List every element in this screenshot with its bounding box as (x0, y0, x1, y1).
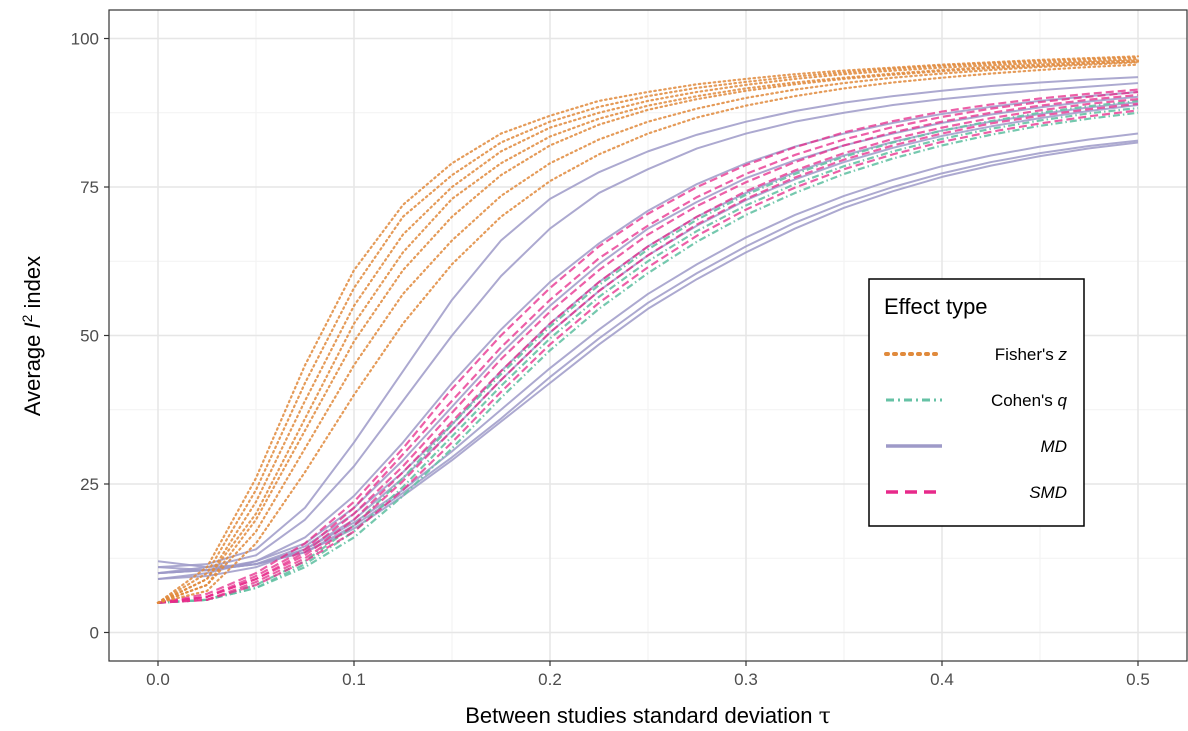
y-axis-title-suffix: index (20, 256, 45, 315)
series-line (157, 90, 1139, 581)
series-line (156, 58, 1140, 604)
y-tick-label: 75 (80, 178, 99, 197)
series-line (157, 106, 1139, 604)
x-axis-title: Between studies standard deviation τ (465, 703, 831, 729)
series-line (156, 61, 1140, 604)
series-line (157, 95, 1139, 575)
y-axis: 0 25 50 75 100 (71, 30, 109, 642)
legend-label-italic: z (1058, 345, 1068, 364)
series-line (157, 109, 1139, 604)
series-line (157, 102, 1139, 604)
series-line (157, 82, 1139, 575)
x-tick-label: 0.0 (146, 670, 170, 689)
legend-label-italic: q (1058, 391, 1068, 410)
series-line (157, 98, 1139, 604)
legend-label-italic: SMD (1029, 483, 1067, 502)
legend-label: SMD (1029, 483, 1067, 502)
y-axis-title: Average I2 index (19, 256, 45, 416)
legend-box (868, 278, 1085, 527)
y-tick-label: 0 (90, 623, 99, 642)
series-lines (156, 55, 1140, 604)
x-tick-label: 0.4 (930, 670, 954, 689)
series-line (157, 132, 1139, 575)
y-axis-title-superscript: 2 (19, 314, 35, 322)
x-tick-label: 0.2 (538, 670, 562, 689)
legend: Effect type Fisher's z Cohen's q MD SMD (868, 278, 1085, 527)
series-line (157, 111, 1139, 604)
legend-label: Cohen's q (991, 391, 1068, 410)
series-line (156, 63, 1140, 604)
legend-label: Fisher's z (995, 345, 1068, 364)
y-axis-title-variable: I (20, 322, 45, 328)
x-tick-label: 0.1 (342, 670, 366, 689)
x-axis-title-symbol: τ (819, 704, 831, 729)
series-line (157, 93, 1139, 604)
y-tick-label: 25 (80, 475, 99, 494)
legend-label-italic: MD (1041, 437, 1067, 456)
series-line (156, 56, 1140, 604)
y-tick-label: 50 (80, 327, 99, 346)
y-tick-label: 100 (71, 30, 99, 49)
legend-label: MD (1041, 437, 1067, 456)
series-line (157, 99, 1139, 604)
series-line (156, 55, 1140, 604)
legend-label-text: Fisher's (995, 345, 1059, 364)
series-line (157, 90, 1139, 604)
x-axis-title-text: Between studies standard deviation (465, 703, 818, 728)
grid (109, 10, 1187, 661)
x-axis: 0.0 0.1 0.2 0.3 0.4 0.5 (146, 661, 1150, 689)
series-line (156, 60, 1140, 604)
legend-items: Fisher's z Cohen's q MD SMD (884, 345, 1068, 502)
series-line (156, 59, 1140, 604)
y-axis-title-prefix: Average (20, 328, 45, 416)
x-tick-label: 0.5 (1126, 670, 1150, 689)
x-tick-label: 0.3 (734, 670, 758, 689)
legend-label-text: Cohen's (991, 391, 1058, 410)
series-line (157, 76, 1139, 569)
legend-title: Effect type (884, 294, 988, 319)
series-line (157, 88, 1139, 604)
